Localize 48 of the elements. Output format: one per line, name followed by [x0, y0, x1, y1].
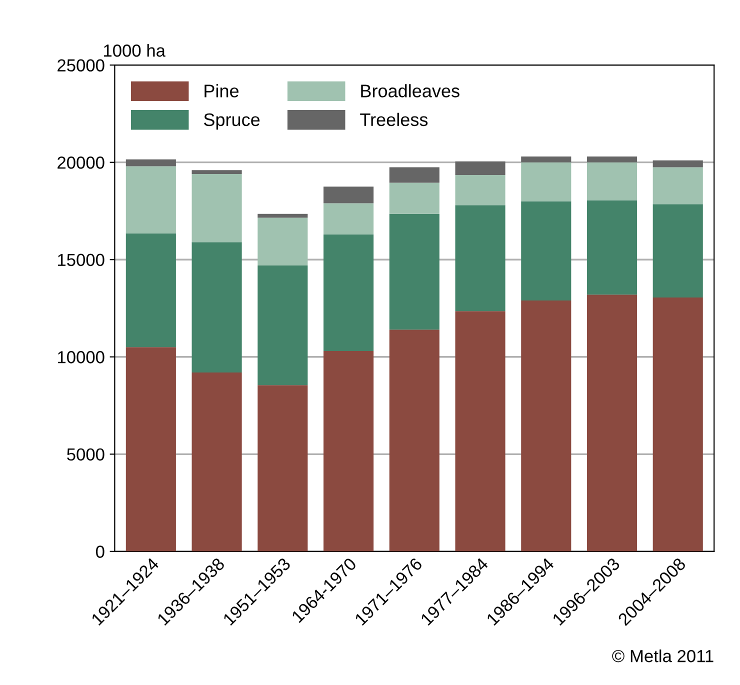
bar [126, 159, 176, 166]
bar [455, 205, 506, 312]
bar [258, 385, 308, 552]
legend-label: Spruce [204, 113, 260, 130]
bar [324, 186, 374, 204]
legend-label: Pine [204, 84, 239, 98]
bar [389, 167, 440, 183]
bar [521, 201, 572, 300]
bar [126, 347, 176, 552]
legend-label: Broadleaves [361, 84, 460, 98]
bar [324, 351, 374, 552]
bar [126, 233, 176, 348]
y-tick-label: 15000 [58, 254, 104, 266]
bar [126, 166, 176, 234]
bar [521, 156, 572, 162]
bar [586, 200, 638, 295]
bar [455, 311, 506, 552]
y-tick-label: 5000 [67, 448, 104, 461]
y-axis-title: 1000 ha [104, 44, 166, 57]
bar [521, 162, 572, 202]
bar [652, 160, 703, 168]
bar [324, 234, 374, 352]
bar [521, 300, 572, 552]
bar [389, 330, 440, 552]
bar [455, 161, 506, 175]
bar [652, 298, 703, 552]
bar [586, 294, 638, 552]
bar [652, 167, 703, 204]
y-tick-label: 25000 [58, 59, 104, 72]
bar [192, 242, 242, 372]
text: © Metla 2011 [612, 650, 714, 662]
y-tick-label: 0 [96, 546, 104, 558]
y-tick-label: 20000 [58, 156, 104, 169]
bar [586, 162, 638, 200]
bar [192, 174, 242, 242]
bar [389, 214, 440, 330]
bar [586, 156, 638, 162]
bar [192, 372, 242, 552]
bar [192, 170, 242, 174]
bar [258, 218, 308, 266]
bar [258, 214, 308, 218]
bar [455, 174, 506, 206]
legend-label: Treeless [360, 112, 428, 126]
bar [258, 265, 308, 386]
bar [652, 204, 703, 298]
y-tick-label: 10000 [58, 351, 104, 364]
bar [389, 182, 440, 214]
bar [324, 203, 374, 234]
